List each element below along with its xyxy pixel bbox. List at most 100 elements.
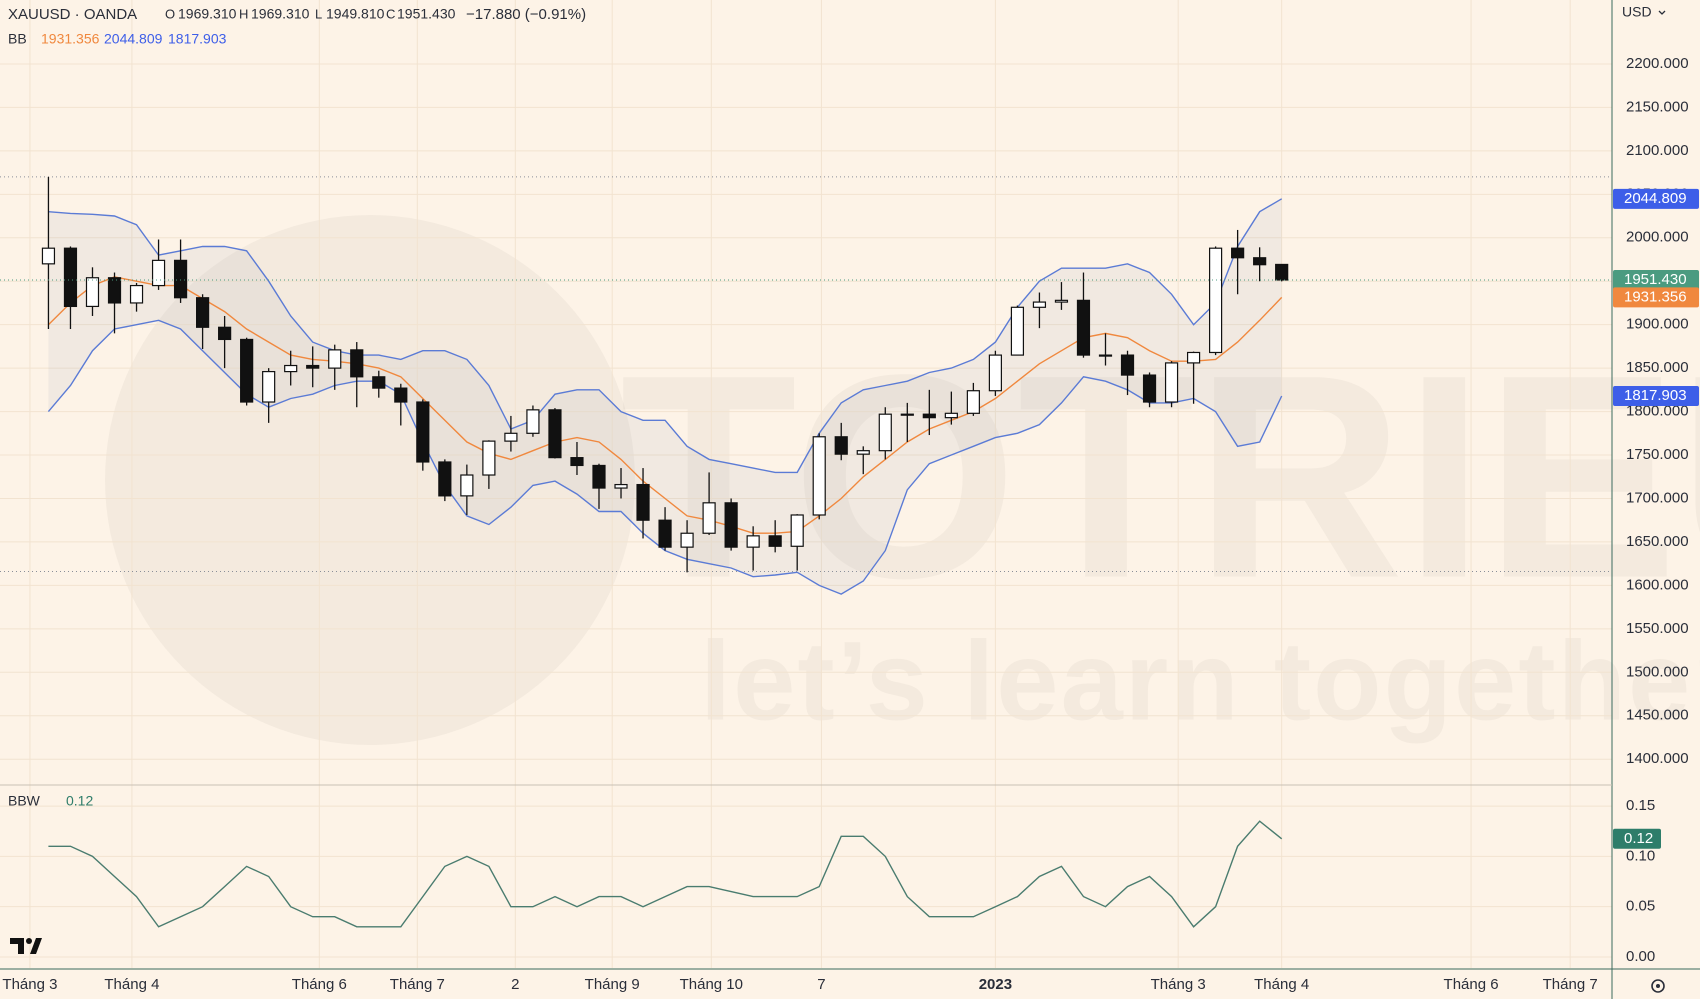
y-tick-label: 1850.000	[1626, 359, 1689, 376]
candle-body	[1098, 354, 1113, 357]
settings-button[interactable]	[1651, 979, 1665, 993]
x-tick-label: Tháng 3	[1151, 976, 1206, 993]
candle-body	[790, 514, 804, 547]
candle-body	[85, 277, 100, 308]
x-tick-label: 2023	[979, 976, 1012, 993]
candle-body	[702, 502, 716, 534]
y-tick-label: 0.05	[1626, 898, 1655, 915]
candle-body	[482, 440, 496, 476]
x-tick-label: Tháng 7	[390, 976, 445, 993]
candle-body	[151, 259, 166, 287]
candle-body	[746, 535, 760, 548]
candle-body	[834, 436, 848, 455]
ohlc-value: 1969.310	[178, 6, 237, 22]
bb-basis-value: 1931.356	[41, 31, 100, 47]
candle-body	[878, 413, 892, 452]
ohlc-key: H	[239, 6, 248, 21]
y-tick-label: 1900.000	[1626, 316, 1689, 333]
candle-body	[944, 412, 958, 419]
bb-lower-value: 1817.903	[168, 31, 227, 47]
candle-body	[1142, 374, 1157, 403]
candle-body	[240, 338, 254, 403]
candle-body	[1010, 306, 1025, 356]
candle-body	[1209, 247, 1223, 354]
bbw-badge-label: 0.12	[1624, 830, 1653, 847]
candle-body	[107, 277, 122, 304]
price-badge	[1613, 386, 1699, 407]
x-tick-label: Tháng 3	[2, 976, 57, 993]
candle-body	[504, 432, 518, 442]
bb-upper	[48, 198, 1283, 474]
candle-body	[658, 519, 672, 548]
candle-body	[1275, 263, 1289, 281]
candle-body	[262, 370, 276, 403]
ohlc-key: O	[165, 6, 175, 21]
candle-body	[1032, 301, 1047, 308]
price-badge-label: 1931.356	[1624, 288, 1687, 305]
y-tick-label: 0.15	[1626, 797, 1655, 814]
y-tick-label: 1500.000	[1626, 663, 1689, 680]
candle-body	[988, 354, 1002, 392]
bbw-label: BBW	[8, 793, 41, 809]
candle-body	[856, 450, 870, 455]
y-tick-label: 1450.000	[1626, 707, 1689, 724]
candle-body	[570, 457, 584, 467]
ohlc-value: 1949.810	[326, 6, 385, 22]
y-tick-label: 2100.000	[1626, 142, 1689, 159]
plot	[0, 176, 1612, 928]
candle-body	[1164, 362, 1179, 403]
ohlc-key: L	[315, 6, 322, 21]
price-badge-label: 1951.430	[1624, 271, 1687, 288]
candle-body	[1076, 299, 1091, 356]
bb-basis	[47, 276, 1283, 534]
candle-body	[63, 247, 78, 308]
candle-body	[614, 483, 628, 489]
x-tick-label: Tháng 10	[680, 976, 743, 993]
x-tick-label: Tháng 4	[104, 976, 159, 993]
candle-body	[1231, 247, 1245, 259]
candle-body	[1186, 351, 1201, 364]
y-tick-label: 2200.000	[1626, 55, 1689, 72]
x-tick-label: Tháng 6	[1444, 976, 1499, 993]
candle-body	[460, 474, 474, 497]
candle-body	[218, 326, 232, 341]
x-tick-label: Tháng 7	[1543, 976, 1598, 993]
bb-upper-value: 2044.809	[104, 31, 163, 47]
y-tick-label: 2150.000	[1626, 98, 1689, 115]
candle-body	[966, 390, 980, 414]
currency-chevron[interactable]	[1658, 10, 1666, 15]
y-tick-label: 0.00	[1626, 948, 1655, 965]
candle-body	[41, 247, 56, 265]
candle-body	[812, 436, 826, 516]
candle-body	[306, 364, 320, 369]
symbol: XAUUSD · OANDA	[8, 6, 137, 23]
price-badge	[1613, 188, 1699, 209]
x-tick-label: Tháng 9	[585, 976, 640, 993]
y-tick-label: 1550.000	[1626, 620, 1689, 637]
bbw-badge	[1613, 828, 1661, 849]
candle-body	[196, 297, 210, 328]
y-tick-label: 1750.000	[1626, 446, 1689, 463]
candle-body	[394, 387, 408, 403]
candle-body	[724, 502, 738, 548]
candle-body	[328, 349, 342, 369]
y-tick-label: 1650.000	[1626, 533, 1689, 550]
change: −17.880 (−0.91%)	[466, 6, 586, 23]
y-tick-label: 1700.000	[1626, 489, 1689, 506]
price-badge-label: 2044.809	[1624, 190, 1687, 207]
ohlc-value: 1951.430	[397, 6, 456, 22]
y-tick-label: 1400.000	[1626, 750, 1689, 767]
candle-body	[372, 376, 386, 389]
axes: 1400.000 1450.000 1500.000 1550.000 1600.000…	[2, 55, 1699, 993]
y-tick-label: 1600.000	[1626, 576, 1689, 593]
candle-body	[680, 532, 694, 548]
currency[interactable]: USD	[1622, 4, 1652, 20]
candle-body	[173, 259, 188, 299]
x-tick-label: Tháng 4	[1254, 976, 1309, 993]
candle-body	[129, 284, 144, 304]
candle-body	[284, 364, 298, 373]
price-badge	[1613, 287, 1699, 308]
candle-body	[1253, 257, 1267, 266]
